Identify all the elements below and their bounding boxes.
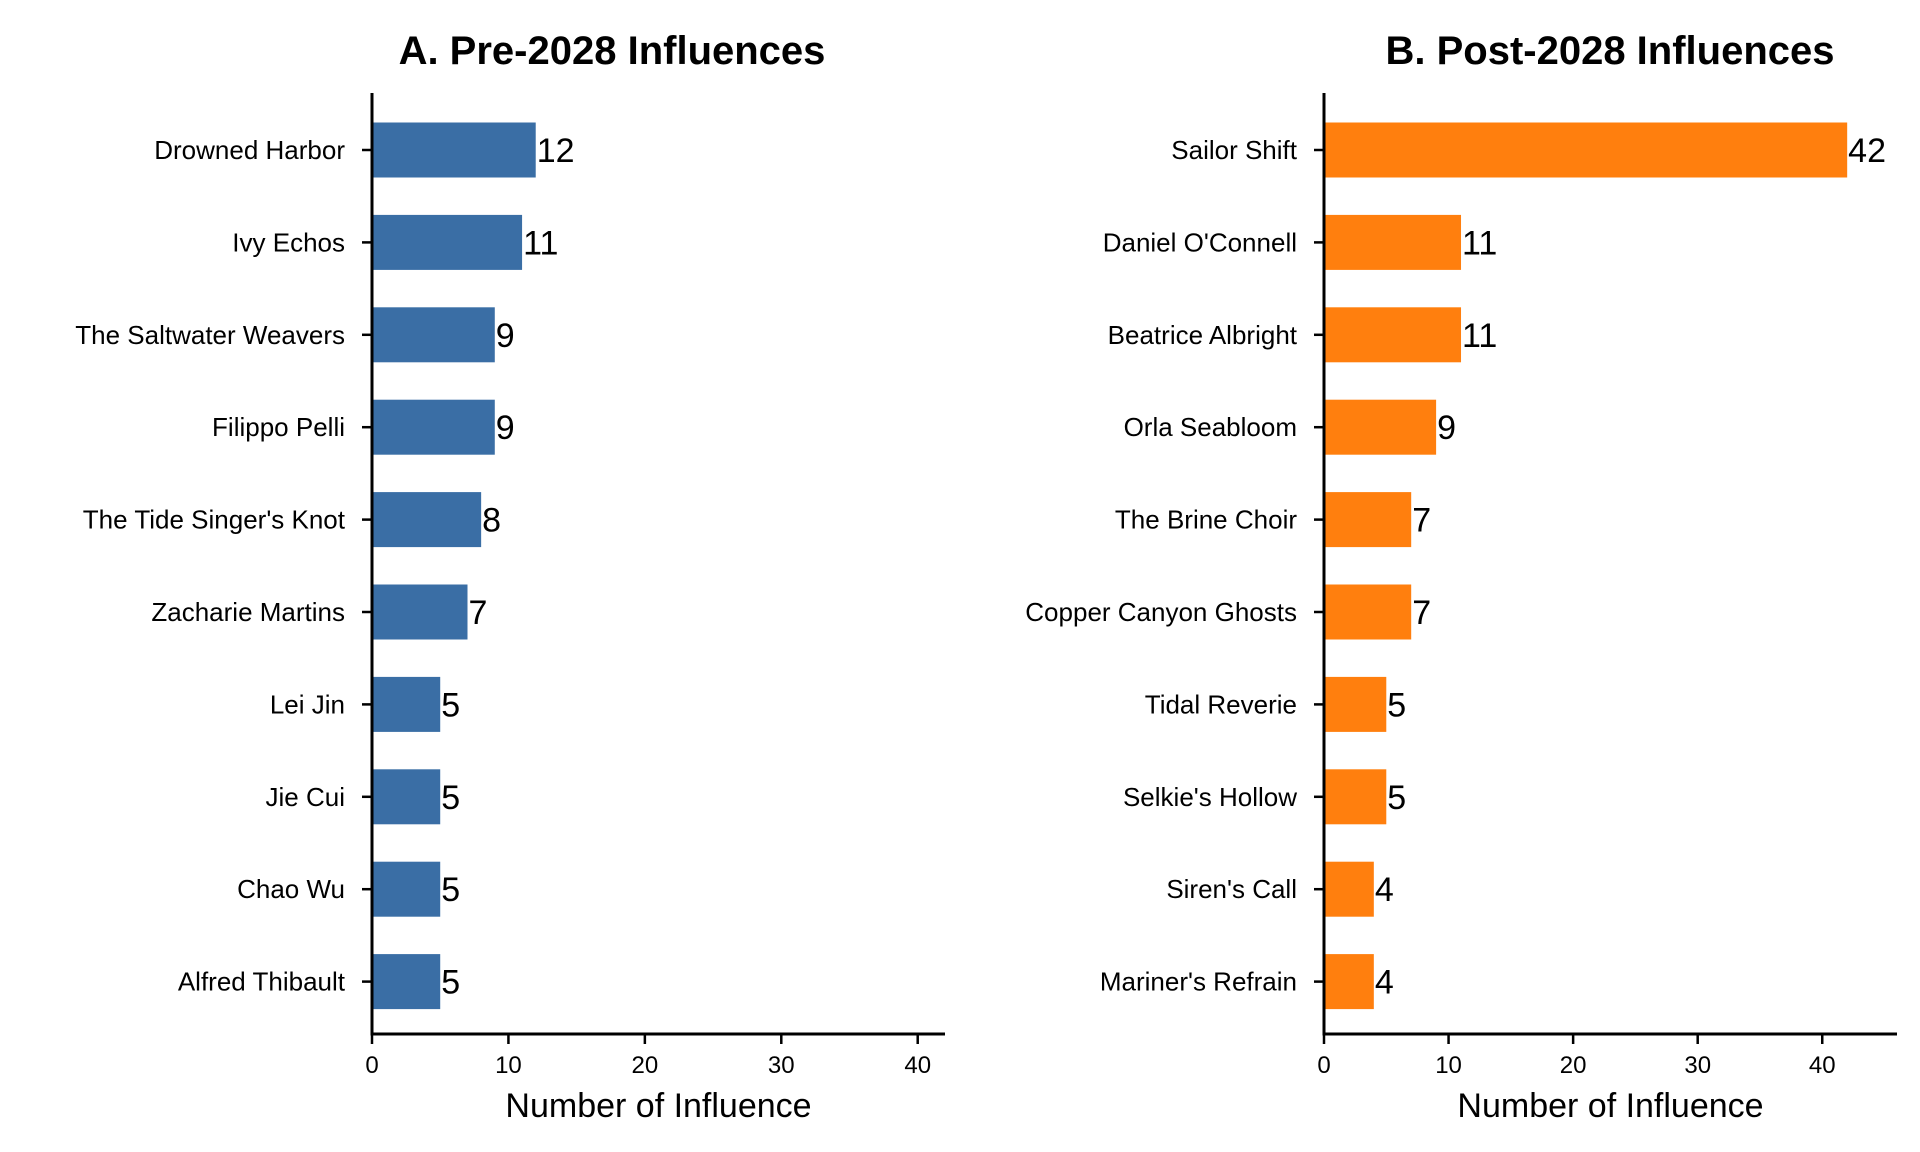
panel-a-value-label: 5 [441, 964, 460, 1002]
panel-b-title: B. Post-2028 Influences [1385, 29, 1834, 73]
panel-a-category-label: The Tide Singer's Knot [83, 505, 346, 535]
panel-b-bar [1324, 214, 1462, 270]
panel-a-bar [372, 861, 441, 917]
panel-a-bar [372, 399, 495, 455]
panel-b-category-label: Beatrice Albright [1108, 320, 1298, 350]
panel-a-value-label: 5 [441, 871, 460, 909]
panel-b-bar [1324, 676, 1387, 732]
panel-b-bar [1324, 584, 1412, 640]
panel-a-value-label: 11 [523, 224, 558, 262]
panel-a-bar [372, 584, 468, 640]
panel-a-category-label: Lei Jin [270, 689, 345, 719]
panel-b-value-label: 7 [1412, 502, 1431, 540]
panel-a-value-label: 9 [496, 317, 515, 355]
panel-a-x-tick-label: 20 [632, 1052, 659, 1079]
panel-a-x-tick-label: 30 [768, 1052, 795, 1079]
panel-a-bar [372, 954, 441, 1010]
panel-b-x-tick-label: 0 [1317, 1052, 1330, 1079]
panel-b-category-label: Siren's Call [1166, 874, 1297, 904]
panel-a-value-label: 9 [496, 409, 515, 447]
panel-b-category-label: Mariner's Refrain [1100, 967, 1297, 997]
panel-a-x-tick-label: 0 [365, 1052, 378, 1079]
panel-b-category-label: Sailor Shift [1171, 135, 1297, 165]
panel-a-value-label: 7 [469, 594, 488, 632]
panel-a-title: A. Pre-2028 Influences [399, 29, 826, 73]
panel-a-category-label: Ivy Echos [232, 227, 345, 257]
panel-a-category-label: Alfred Thibault [178, 967, 346, 997]
panel-b-value-label: 9 [1437, 409, 1456, 447]
panel-a-value-label: 5 [441, 686, 460, 724]
panel-b-category-label: Orla Seabloom [1124, 412, 1297, 442]
panel-a-bar [372, 769, 441, 825]
panel-b: B. Post-2028 Influences Sailor Shift 42 Dan… [1025, 29, 1897, 1125]
panel-b-bar [1324, 307, 1462, 363]
panel-a-value-label: 12 [537, 132, 575, 170]
panel-b-category-label: Selkie's Hollow [1123, 782, 1297, 812]
panel-b-bar [1324, 861, 1374, 917]
panel-b-x-axis-title: Number of Influence [1457, 1087, 1763, 1125]
panel-b-value-label: 5 [1387, 686, 1406, 724]
panel-b-category-label: Tidal Reverie [1145, 689, 1297, 719]
panel-a-bar [372, 122, 536, 178]
panel-a-value-label: 8 [482, 502, 501, 540]
panel-b-bar [1324, 399, 1437, 455]
panel-b-bar [1324, 122, 1848, 178]
panel-a-bar [372, 307, 495, 363]
panel-b-bar [1324, 954, 1374, 1010]
panel-b-x-tick-label: 40 [1809, 1052, 1836, 1079]
panel-a: A. Pre-2028 Influences Drowned Harbor 12 Iv… [75, 29, 945, 1125]
panel-b-bar [1324, 769, 1387, 825]
panel-b-value-label: 42 [1848, 132, 1886, 170]
panel-a-category-label: Jie Cui [266, 782, 345, 812]
panel-b-x-tick-label: 20 [1560, 1052, 1587, 1079]
panel-b-value-label: 11 [1462, 224, 1497, 262]
panel-b-value-label: 5 [1387, 779, 1406, 817]
panel-a-category-label: The Saltwater Weavers [75, 320, 345, 350]
panel-b-category-label: Copper Canyon Ghosts [1025, 597, 1297, 627]
panel-a-category-label: Zacharie Martins [151, 597, 345, 627]
panel-b-value-label: 7 [1412, 594, 1431, 632]
panel-a-bar [372, 492, 482, 548]
panel-a-category-label: Filippo Pelli [212, 412, 345, 442]
panel-b-category-label: Daniel O'Connell [1103, 227, 1297, 257]
panel-a-x-tick-label: 10 [495, 1052, 522, 1079]
panel-a-x-tick-label: 40 [904, 1052, 931, 1079]
panel-b-x-tick-label: 30 [1684, 1052, 1711, 1079]
panel-a-bar [372, 676, 441, 732]
panel-b-value-label: 4 [1375, 964, 1394, 1002]
panel-a-category-label: Drowned Harbor [154, 135, 345, 165]
panel-a-value-label: 5 [441, 779, 460, 817]
panel-b-value-label: 4 [1375, 871, 1394, 909]
panel-b-category-label: The Brine Choir [1115, 505, 1297, 535]
panel-a-category-label: Chao Wu [237, 874, 345, 904]
panel-a-x-axis-title: Number of Influence [505, 1087, 811, 1125]
panel-b-bar [1324, 492, 1412, 548]
panel-b-x-tick-label: 10 [1435, 1052, 1462, 1079]
panel-b-value-label: 11 [1462, 317, 1497, 355]
panel-a-bar [372, 214, 523, 270]
